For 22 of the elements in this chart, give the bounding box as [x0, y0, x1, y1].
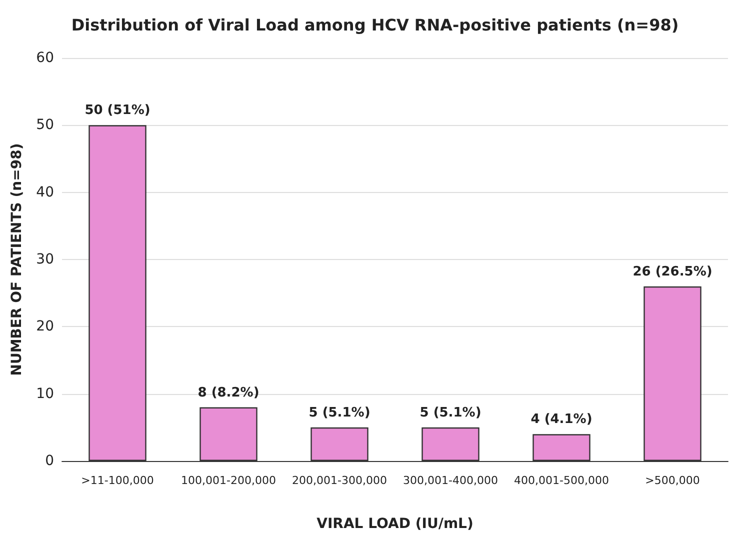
y-tick-label: 10: [36, 386, 54, 402]
x-axis-title: VIRAL LOAD (IU/mL): [316, 516, 474, 532]
y-tick-label: 60: [36, 50, 54, 66]
x-tick-label: 400,001-500,000: [514, 474, 609, 487]
data-label: 4 (4.1%): [530, 412, 592, 428]
x-tick-label: >500,000: [645, 474, 700, 487]
x-tick-label: >11-100,000: [81, 474, 154, 487]
data-label: 8 (8.2%): [198, 385, 260, 400]
y-tick-label: 0: [45, 453, 54, 469]
y-tick-label: 20: [36, 318, 54, 335]
y-tick-label: 30: [36, 252, 54, 268]
data-label: 5 (5.1%): [308, 405, 370, 420]
x-tick-label: 100,001-200,000: [181, 474, 276, 487]
y-tick-label: 50: [36, 117, 54, 134]
x-tick-label: 300,001-400,000: [403, 474, 498, 487]
x-tick-label: 200,001-300,000: [292, 474, 387, 487]
data-label: 26 (26.5%): [632, 264, 712, 280]
chart-title: Distribution of Viral Load among HCV RNA-positive patients (n=98): [71, 16, 679, 34]
y-tick-label: 40: [36, 184, 54, 200]
data-label: 5 (5.1%): [420, 405, 482, 420]
y-axis-title: NUMBER OF PATIENTS (n=98): [9, 143, 25, 376]
data-label: 50 (51%): [84, 103, 150, 118]
